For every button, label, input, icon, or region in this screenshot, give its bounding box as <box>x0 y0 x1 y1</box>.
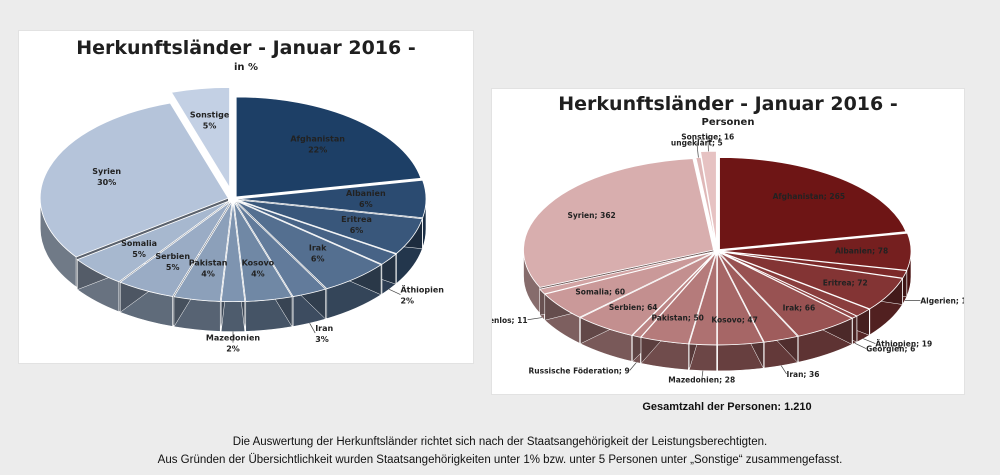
pie-slice-somalia <box>544 251 714 318</box>
slice-label-sonstige: Sonstige; 16 <box>681 132 734 141</box>
slice-label-serbien: Serbien; 64 <box>609 303 658 312</box>
pie-slice-serbien <box>119 201 232 297</box>
slice-value-albanien: 6% <box>359 200 373 209</box>
pie-slice-iran <box>234 201 327 297</box>
leader-line-iran <box>780 365 787 375</box>
slice-value-sonstige: 5% <box>203 121 217 130</box>
pie-chart-persons: Afghanistan; 265 Albanien; 78 Algerien; 16… <box>492 132 964 385</box>
slice-value-aethiopien: 2% <box>400 297 414 306</box>
pie-slice-eritrea <box>720 251 904 310</box>
leader-line-staatenlos <box>527 317 543 321</box>
pie-slice-mazedonien <box>220 201 246 303</box>
slice-value-kosovo: 4% <box>251 269 265 278</box>
chart-title-persons: Herkunftsländer - Januar 2016 - <box>558 93 898 115</box>
slice-value-pakistan: 4% <box>201 269 215 278</box>
slice-label-georgien: Georgien; 6 <box>866 345 915 354</box>
slice-value-iran: 3% <box>315 335 329 344</box>
slice-label-somalia: Somalia <box>121 239 157 248</box>
slice-value-somalia: 5% <box>132 250 146 259</box>
pie-slice-aethiopien <box>236 200 397 265</box>
pie-slice-pakistan <box>173 201 233 302</box>
slice-label-somalia: Somalia; 60 <box>575 287 625 296</box>
pie-slice-somalia <box>76 200 230 283</box>
slice-label-irak: Irak; 66 <box>783 304 816 313</box>
pie-slice-kosovo <box>233 201 293 302</box>
slice-label-mazedonien: Mazedonien <box>206 334 261 343</box>
slice-label-albanien: Albanien <box>346 189 386 198</box>
pie-slice-albanien <box>720 232 912 271</box>
slice-label-afghanistan: Afghanistan; 265 <box>773 192 845 201</box>
leader-line-russische-foederation <box>629 362 637 371</box>
chart-subtitle-persons: Personen <box>701 117 755 128</box>
pie-slice-georgien <box>719 252 858 319</box>
slice-label-syrien: Syrien <box>92 167 121 176</box>
slice-label-eritrea: Eritrea <box>341 215 372 224</box>
slice-label-ungeklaert: ungeklärt; 5 <box>671 139 723 148</box>
slice-value-afghanistan: 22% <box>308 146 327 155</box>
slice-label-iran: Iran; 36 <box>787 370 820 379</box>
slice-label-kosovo: Kosovo <box>242 258 275 267</box>
pie-wall-mazedonien <box>220 301 246 332</box>
slice-label-kosovo: Kosovo; 47 <box>711 315 758 324</box>
slice-label-mazedonien: Mazedonien; 28 <box>668 376 735 385</box>
slice-label-irak: Irak <box>309 243 327 252</box>
slice-value-eritrea: 6% <box>350 226 364 235</box>
pie-slice-eritrea <box>237 199 423 255</box>
pie-slice-algerien <box>720 251 908 279</box>
pie-slice-staatenlos <box>538 251 714 295</box>
chart-panel-percent: Herkunftsländer - Januar 2016 - in % Afg… <box>18 30 474 364</box>
leader-line-iran <box>309 323 316 334</box>
pie-slice-syrien <box>523 158 715 288</box>
pie-slice-albanien <box>237 179 427 219</box>
pie-slice-irak <box>718 252 853 337</box>
pie-slice-serbien <box>579 252 715 336</box>
pie-chart-percent: Afghanistan 22% Albanien 6% Eritrea 6% Äthiopi… <box>39 87 444 354</box>
slice-label-albanien: Albanien; 78 <box>835 247 888 256</box>
slice-value-irak: 6% <box>311 254 325 263</box>
pie-slice-kosovo <box>717 252 765 346</box>
pie-slice-afghanistan <box>719 157 907 250</box>
footnote-line-1: Die Auswertung der Herkunftsländer richt… <box>232 436 768 448</box>
leader-line-aethiopien <box>388 289 401 295</box>
slice-label-pakistan: Pakistan; 50 <box>651 313 703 322</box>
chart-subtitle-percent: in % <box>233 62 259 73</box>
pie-slice-iran <box>717 252 799 343</box>
leader-line-aethiopien <box>863 338 876 344</box>
leader-line-georgien <box>854 342 867 349</box>
slice-label-serbien: Serbien <box>155 252 190 261</box>
chart-title-percent: Herkunftsländer - Januar 2016 - <box>76 37 416 59</box>
slice-label-eritrea: Eritrea; 72 <box>823 278 868 287</box>
pie-slice-russische-foederation <box>631 252 716 338</box>
footnote-line-2: Aus Gründen der Übersichtlichkeit wurden… <box>157 454 843 466</box>
leader-line-sonstige <box>707 136 709 152</box>
slice-label-aethiopien: Äthiopien <box>400 285 444 295</box>
slice-label-sonstige: Sonstige <box>190 110 230 119</box>
slice-label-syrien: Syrien; 362 <box>568 211 616 220</box>
slice-label-staatenlos: staatenlos; 11 <box>492 316 528 325</box>
pie-slice-mazedonien <box>688 252 718 346</box>
slice-label-russische-foederation: Russische Föderation; 9 <box>529 366 630 375</box>
slice-value-mazedonien: 2% <box>226 345 240 354</box>
slice-value-serbien: 5% <box>166 263 180 272</box>
pie-slice-syrien <box>39 102 229 258</box>
pie-slice-irak <box>235 200 382 290</box>
pie-slice-pakistan <box>640 252 717 345</box>
slice-value-syrien: 30% <box>97 178 116 187</box>
pie-slice-sonstige <box>700 150 717 244</box>
leader-line-ungeklaert <box>696 142 699 158</box>
slice-label-algerien: Algerien; 16 <box>920 296 964 305</box>
slice-label-iran: Iran <box>315 324 333 333</box>
chart-panel-persons: Herkunftsländer - Januar 2016 - Personen… <box>491 88 965 395</box>
slice-label-afghanistan: Afghanistan <box>290 135 345 144</box>
pie-slice-sonstige <box>170 87 230 189</box>
pie-slice-afghanistan <box>235 96 422 198</box>
leader-line-mazedonien <box>701 370 704 380</box>
slice-label-aethiopien: Äthiopien; 19 <box>875 340 932 349</box>
slice-label-pakistan: Pakistan <box>189 258 228 267</box>
total-persons: Gesamtzahl der Personen: 1.210 <box>642 401 812 413</box>
